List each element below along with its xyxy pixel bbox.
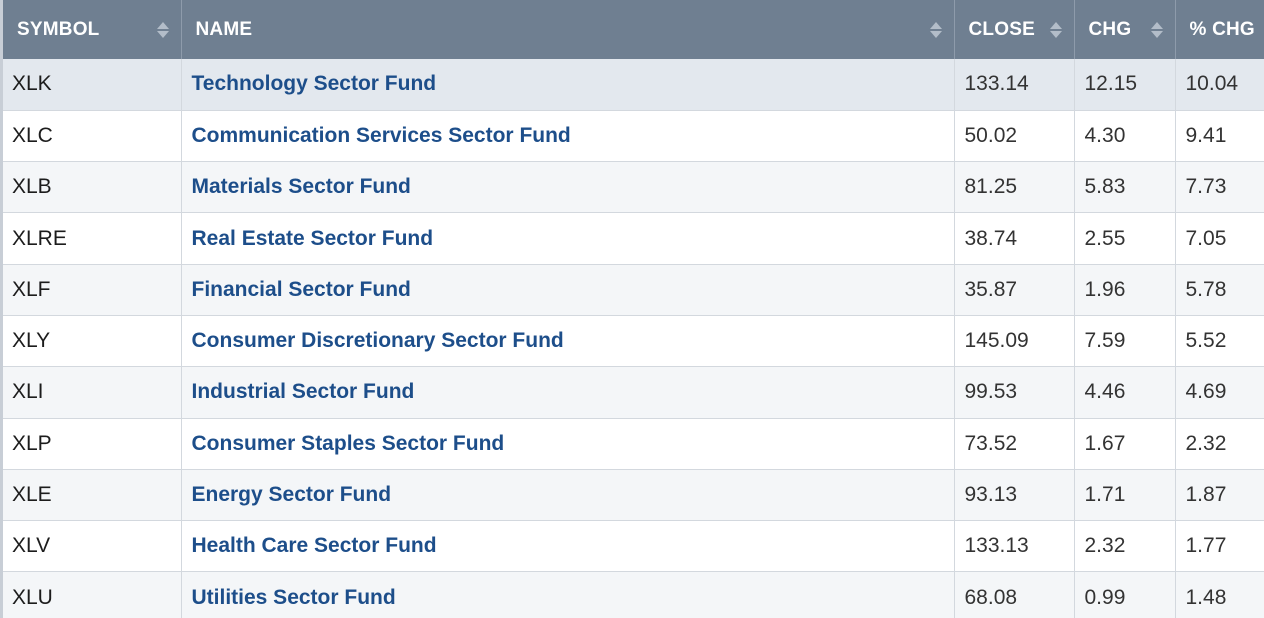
fund-name-link[interactable]: Industrial Sector Fund (191, 380, 415, 404)
symbol-cell: XLE (3, 469, 182, 521)
name-cell: Financial Sector Fund (181, 264, 955, 316)
name-cell: Health Care Sector Fund (181, 520, 955, 572)
header-row: SYMBOL NAME CLOSE CHG % CHG ↓ (3, 0, 1264, 59)
close-cell: 99.53 (954, 366, 1075, 419)
pct-chg-cell: 9.41 (1175, 110, 1264, 162)
pct-chg-cell: 1.87 (1175, 469, 1264, 521)
symbol-cell: XLK (3, 59, 182, 111)
symbol-cell: XLRE (3, 212, 182, 265)
pct-chg-cell: 7.05 (1175, 212, 1264, 265)
chg-cell: 12.15 (1074, 59, 1176, 111)
header-name-label: NAME (195, 18, 253, 40)
header-chg-label: CHG (1088, 18, 1132, 40)
sector-performance-table: SYMBOL NAME CLOSE CHG % CHG ↓ (3, 0, 1264, 618)
fund-name-link[interactable]: Real Estate Sector Fund (191, 226, 434, 250)
symbol-cell: XLV (3, 520, 182, 572)
table-row[interactable]: XLY Consumer Discretionary Sector Fund 145… (3, 315, 1264, 367)
pct-chg-cell: 10.04 (1175, 59, 1264, 111)
table-row[interactable]: XLF Financial Sector Fund 35.87 1.96 5.78 (3, 264, 1264, 316)
fund-name-link[interactable]: Energy Sector Fund (191, 483, 392, 507)
header-symbol[interactable]: SYMBOL (3, 0, 182, 59)
pct-chg-cell: 1.48 (1175, 571, 1264, 618)
chg-cell: 1.96 (1074, 264, 1176, 316)
header-pct-chg-label: % CHG (1189, 18, 1255, 40)
table-row[interactable]: XLB Materials Sector Fund 81.25 5.83 7.73 (3, 161, 1264, 213)
fund-name-link[interactable]: Utilities Sector Fund (191, 585, 396, 609)
close-cell: 38.74 (954, 212, 1075, 265)
sort-arrows-icon[interactable] (929, 21, 942, 38)
close-cell: 68.08 (954, 571, 1075, 618)
fund-name-link[interactable]: Health Care Sector Fund (191, 534, 437, 558)
name-cell: Utilities Sector Fund (181, 571, 955, 618)
table-row[interactable]: XLV Health Care Sector Fund 133.13 2.32 1.77 (3, 520, 1264, 572)
close-cell: 50.02 (954, 110, 1075, 162)
fund-name-link[interactable]: Financial Sector Fund (191, 277, 411, 301)
table-row[interactable]: XLI Industrial Sector Fund 99.53 4.46 4.69 (3, 366, 1264, 419)
name-cell: Consumer Discretionary Sector Fund (181, 315, 955, 367)
close-cell: 145.09 (954, 315, 1075, 367)
close-cell: 133.14 (954, 59, 1075, 111)
pct-chg-cell: 5.78 (1175, 264, 1264, 316)
sort-arrows-icon[interactable] (156, 21, 169, 38)
fund-name-link[interactable]: Consumer Discretionary Sector Fund (191, 329, 564, 353)
chg-cell: 7.59 (1074, 315, 1176, 367)
sort-arrows-icon[interactable] (1150, 21, 1163, 38)
chg-cell: 4.30 (1074, 110, 1176, 162)
chg-cell: 4.46 (1074, 366, 1176, 419)
header-chg[interactable]: CHG (1074, 0, 1176, 59)
name-cell: Communication Services Sector Fund (181, 110, 955, 162)
table-row[interactable]: XLU Utilities Sector Fund 68.08 0.99 1.48 (3, 571, 1264, 618)
chg-cell: 1.67 (1074, 418, 1176, 470)
symbol-cell: XLU (3, 571, 182, 618)
chg-cell: 2.32 (1074, 520, 1176, 572)
symbol-cell: XLB (3, 161, 182, 213)
sort-arrows-icon[interactable] (1049, 21, 1062, 38)
name-cell: Industrial Sector Fund (181, 366, 955, 419)
table-header: SYMBOL NAME CLOSE CHG % CHG ↓ (3, 0, 1264, 59)
pct-chg-cell: 2.32 (1175, 418, 1264, 470)
table-body: XLK Technology Sector Fund 133.14 12.15 10.0… (3, 59, 1264, 618)
close-cell: 93.13 (954, 469, 1075, 521)
symbol-cell: XLP (3, 418, 182, 470)
name-cell: Materials Sector Fund (181, 161, 955, 213)
table-row[interactable]: XLP Consumer Staples Sector Fund 73.52 1.67… (3, 418, 1264, 470)
symbol-cell: XLC (3, 110, 182, 162)
pct-chg-cell: 7.73 (1175, 161, 1264, 213)
chg-cell: 5.83 (1074, 161, 1176, 213)
fund-name-link[interactable]: Materials Sector Fund (191, 175, 411, 199)
fund-name-link[interactable]: Technology Sector Fund (191, 72, 437, 96)
name-cell: Technology Sector Fund (181, 59, 955, 111)
name-cell: Real Estate Sector Fund (181, 212, 955, 265)
header-symbol-label: SYMBOL (17, 18, 100, 40)
close-cell: 81.25 (954, 161, 1075, 213)
header-name[interactable]: NAME (181, 0, 955, 59)
table-row[interactable]: XLK Technology Sector Fund 133.14 12.15 10.0… (3, 59, 1264, 111)
pct-chg-cell: 1.77 (1175, 520, 1264, 572)
table-row[interactable]: XLC Communication Services Sector Fund 50.… (3, 110, 1264, 162)
chg-cell: 1.71 (1074, 469, 1176, 521)
table-row[interactable]: XLRE Real Estate Sector Fund 38.74 2.55 7.05 (3, 212, 1264, 265)
chg-cell: 0.99 (1074, 571, 1176, 618)
table-row[interactable]: XLE Energy Sector Fund 93.13 1.71 1.87 (3, 469, 1264, 521)
header-close[interactable]: CLOSE (954, 0, 1075, 59)
symbol-cell: XLF (3, 264, 182, 316)
close-cell: 35.87 (954, 264, 1075, 316)
symbol-cell: XLI (3, 366, 182, 419)
close-cell: 73.52 (954, 418, 1075, 470)
pct-chg-cell: 4.69 (1175, 366, 1264, 419)
header-pct-chg[interactable]: % CHG ↓ (1175, 0, 1264, 59)
header-close-label: CLOSE (968, 18, 1035, 40)
pct-chg-cell: 5.52 (1175, 315, 1264, 367)
name-cell: Consumer Staples Sector Fund (181, 418, 955, 470)
fund-name-link[interactable]: Consumer Staples Sector Fund (191, 431, 505, 455)
close-cell: 133.13 (954, 520, 1075, 572)
name-cell: Energy Sector Fund (181, 469, 955, 521)
symbol-cell: XLY (3, 315, 182, 367)
chg-cell: 2.55 (1074, 212, 1176, 265)
fund-name-link[interactable]: Communication Services Sector Fund (191, 123, 571, 147)
